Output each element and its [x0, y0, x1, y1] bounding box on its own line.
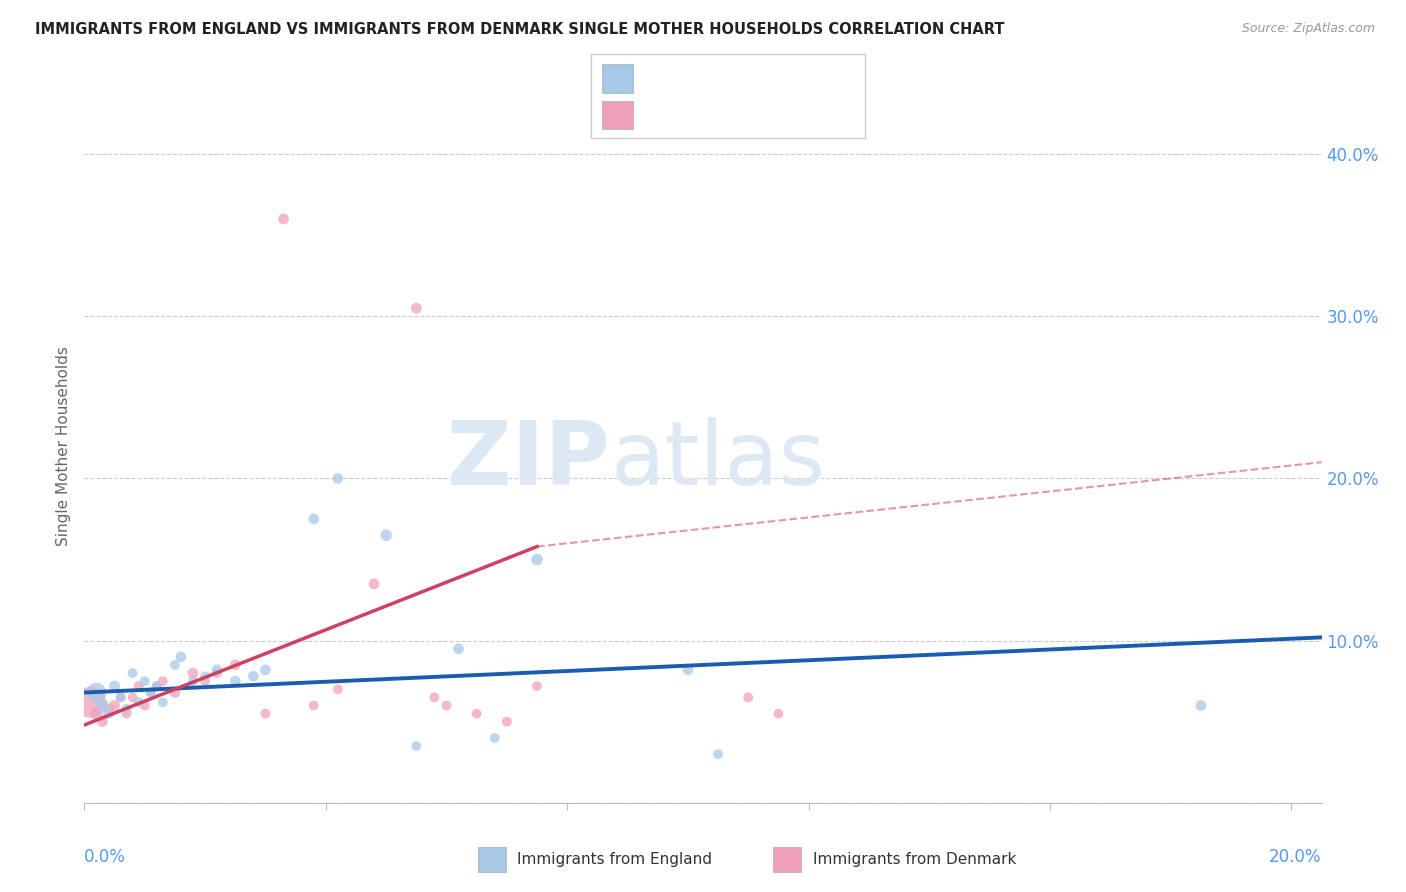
Text: Immigrants from Denmark: Immigrants from Denmark [813, 853, 1017, 867]
Point [1189, 698, 1212, 713]
Point [103, 679, 125, 693]
Point [526, 552, 548, 566]
Point [302, 512, 325, 526]
Text: N =: N = [734, 71, 768, 86]
Point [676, 663, 699, 677]
Point [121, 690, 143, 705]
Point [128, 695, 150, 709]
Point [128, 679, 150, 693]
Point [495, 714, 517, 729]
Text: IMMIGRANTS FROM ENGLAND VS IMMIGRANTS FROM DENMARK SINGLE MOTHER HOUSEHOLDS CORR: IMMIGRANTS FROM ENGLAND VS IMMIGRANTS FR… [35, 22, 1005, 37]
Point [526, 679, 548, 693]
Point [254, 706, 277, 721]
Point [115, 702, 138, 716]
Point [326, 471, 349, 485]
Point [273, 211, 295, 226]
Point [97, 702, 120, 716]
Point [768, 706, 790, 721]
Point [146, 679, 169, 693]
Point [436, 698, 458, 713]
Point [375, 528, 398, 542]
Point [91, 698, 114, 713]
Text: atlas: atlas [610, 417, 825, 504]
Point [254, 663, 277, 677]
Point [110, 690, 132, 705]
Point [447, 641, 470, 656]
Text: R =: R = [644, 71, 678, 86]
Text: N =: N = [734, 108, 768, 122]
Point [181, 666, 204, 681]
Point [737, 690, 759, 705]
Text: 0.194: 0.194 [675, 108, 723, 122]
Point [152, 674, 174, 689]
Point [134, 698, 156, 713]
Text: 0.148: 0.148 [675, 71, 723, 86]
Point [205, 663, 228, 677]
Point [224, 657, 246, 672]
Text: 30: 30 [765, 71, 786, 86]
Point [181, 674, 204, 689]
Point [484, 731, 506, 745]
Point [170, 649, 193, 664]
Point [302, 698, 325, 713]
Point [194, 669, 217, 683]
Point [91, 714, 114, 729]
Point [363, 577, 385, 591]
Y-axis label: Single Mother Households: Single Mother Households [56, 346, 72, 546]
Point [205, 666, 228, 681]
Text: 0.0%: 0.0% [84, 848, 127, 866]
Text: ZIP: ZIP [447, 417, 610, 504]
Point [224, 674, 246, 689]
Point [163, 685, 186, 699]
Point [139, 685, 162, 699]
Point [103, 698, 125, 713]
Text: Source: ZipAtlas.com: Source: ZipAtlas.com [1241, 22, 1375, 36]
Point [79, 695, 101, 709]
Point [86, 706, 108, 721]
Point [423, 690, 446, 705]
Point [707, 747, 730, 761]
Point [152, 695, 174, 709]
Text: 31: 31 [765, 108, 786, 122]
Point [326, 682, 349, 697]
Text: R =: R = [644, 108, 678, 122]
Text: 20.0%: 20.0% [1270, 848, 1322, 866]
Point [121, 666, 143, 681]
Point [465, 706, 488, 721]
Point [194, 674, 217, 689]
Point [405, 301, 427, 315]
Text: Immigrants from England: Immigrants from England [517, 853, 713, 867]
Point [134, 674, 156, 689]
Point [86, 685, 108, 699]
Point [110, 690, 132, 705]
Point [163, 657, 186, 672]
Point [405, 739, 427, 753]
Point [146, 679, 169, 693]
Point [97, 706, 120, 721]
Point [242, 669, 264, 683]
Point [139, 685, 162, 699]
Point [115, 706, 138, 721]
